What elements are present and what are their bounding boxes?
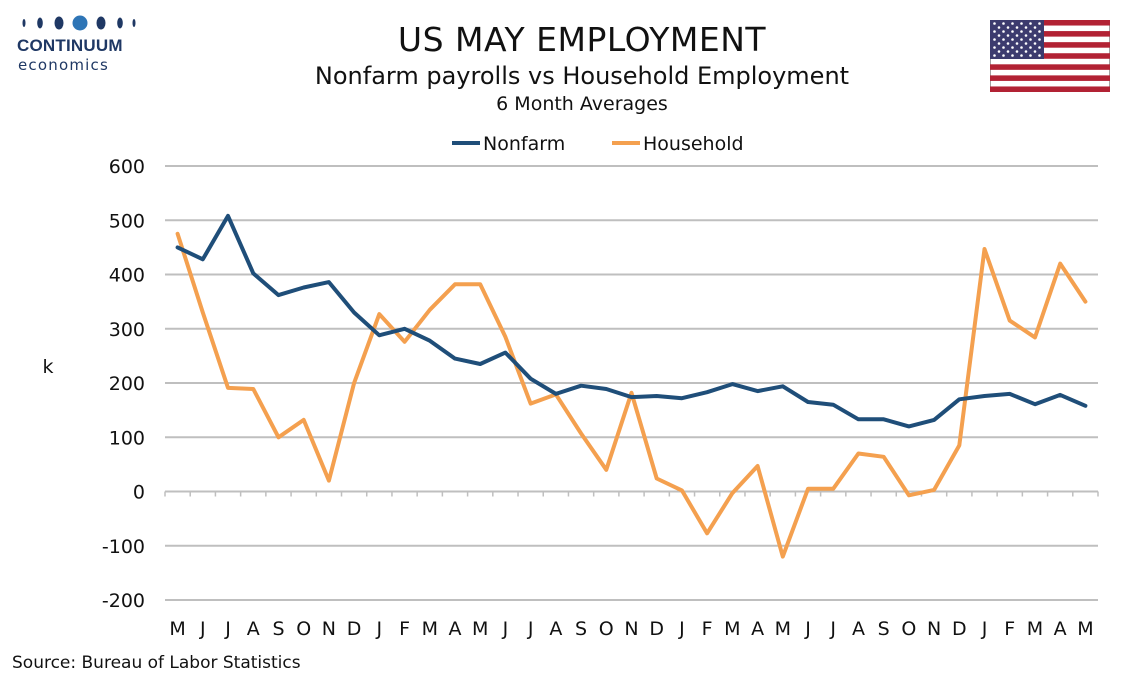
x-tick-label: A (549, 618, 562, 640)
x-tick-label: N (624, 618, 638, 640)
x-tick-label: A (852, 618, 865, 640)
x-tick-label: J (804, 618, 811, 640)
continuum-logo: CONTINUUM economics (14, 14, 144, 76)
y-tick-label: 400 (109, 265, 145, 287)
x-tick-label: D (347, 618, 362, 640)
y-tick-label: 600 (109, 156, 145, 178)
x-tick-label: N (322, 618, 336, 640)
y-tick-label: 200 (109, 373, 145, 395)
x-tick-label: S (575, 618, 587, 640)
x-tick-label: J (224, 618, 231, 640)
x-tick-label: J (502, 618, 509, 640)
x-tick-label: F (399, 618, 410, 640)
x-tick-label: M (422, 618, 438, 640)
chart-subtitle: Nonfarm payrolls vs Household Employment (314, 62, 850, 90)
logo-name: CONTINUUM (17, 36, 123, 55)
x-tick-label: M (1027, 618, 1043, 640)
x-tick-label: J (678, 618, 685, 640)
y-axis-label: k (42, 356, 53, 378)
x-tick-label: J (829, 618, 836, 640)
chart-series (175, 213, 1088, 559)
logo-subtitle: economics (18, 56, 109, 74)
x-tick-label: A (247, 618, 260, 640)
x-tick-label: O (901, 618, 916, 640)
x-tick-label: A (1054, 618, 1067, 640)
x-tick-label: J (981, 618, 988, 640)
x-tick-label: M (724, 618, 740, 640)
legend-label-nonfarm: Nonfarm (483, 133, 565, 155)
x-tick-label: O (296, 618, 311, 640)
y-tick-label: -100 (102, 536, 145, 558)
y-axis-ticks: 600 500 400 300 200 100 0 -100 -200 (102, 156, 145, 612)
x-tick-label: F (1004, 618, 1015, 640)
y-tick-label: 300 (109, 319, 145, 341)
x-tick-label: O (599, 618, 614, 640)
x-tick-label: M (775, 618, 791, 640)
chart-subtitle-secondary: 6 Month Averages (496, 93, 668, 115)
x-tick-label: M (169, 618, 185, 640)
x-tick-label: A (751, 618, 764, 640)
x-tick-label: M (1077, 618, 1093, 640)
x-tick-label: A (448, 618, 461, 640)
us-flag-icon (990, 20, 1110, 92)
chart-legend: Nonfarm Household (452, 133, 744, 155)
x-tick-label: F (702, 618, 713, 640)
x-tick-label: J (527, 618, 534, 640)
legend-label-household: Household (643, 133, 744, 155)
x-tick-label: J (199, 618, 206, 640)
chart-title: US MAY EMPLOYMENT (397, 20, 767, 59)
x-tick-label: D (649, 618, 664, 640)
y-tick-label: 100 (109, 427, 145, 449)
series-line-household (175, 231, 1088, 559)
x-tick-label: N (927, 618, 941, 640)
source-note: Source: Bureau of Labor Statistics (12, 653, 301, 673)
x-tick-label: S (878, 618, 890, 640)
x-tick-label: M (472, 618, 488, 640)
y-tick-label: 500 (109, 210, 145, 232)
chart-gridlines (164, 165, 1099, 601)
x-tick-label: S (272, 618, 284, 640)
y-tick-label: 0 (133, 482, 145, 504)
x-tick-label: D (952, 618, 967, 640)
logo-dots-icon (22, 15, 136, 31)
series-line-nonfarm (175, 213, 1088, 429)
x-tick-label: J (376, 618, 383, 640)
y-tick-label: -200 (102, 590, 145, 612)
